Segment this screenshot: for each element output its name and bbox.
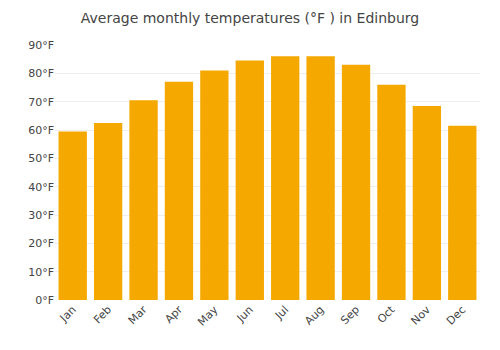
svg-text:Average monthly temperatures (: Average monthly temperatures (°F ) in Ed…: [81, 10, 420, 26]
svg-text:80°F: 80°F: [28, 67, 54, 80]
svg-text:Jan: Jan: [57, 303, 79, 325]
svg-text:Mar: Mar: [126, 303, 150, 327]
svg-text:Sep: Sep: [338, 303, 362, 327]
svg-text:40°F: 40°F: [28, 181, 54, 194]
svg-text:Oct: Oct: [375, 303, 398, 326]
svg-text:Apr: Apr: [162, 303, 185, 326]
svg-text:30°F: 30°F: [28, 209, 54, 222]
svg-text:90°F: 90°F: [28, 39, 54, 52]
svg-text:Aug: Aug: [302, 303, 326, 327]
svg-text:70°F: 70°F: [28, 96, 54, 109]
svg-text:Nov: Nov: [409, 303, 434, 328]
svg-text:50°F: 50°F: [28, 152, 54, 165]
svg-text:20°F: 20°F: [28, 237, 54, 250]
svg-text:0°F: 0°F: [35, 294, 54, 307]
svg-text:Jun: Jun: [234, 303, 256, 325]
svg-text:Feb: Feb: [91, 303, 114, 326]
svg-text:10°F: 10°F: [28, 266, 54, 279]
svg-text:Dec: Dec: [444, 303, 468, 327]
svg-text:May: May: [195, 303, 221, 329]
svg-text:60°F: 60°F: [28, 124, 54, 137]
svg-text:Jul: Jul: [272, 303, 291, 322]
